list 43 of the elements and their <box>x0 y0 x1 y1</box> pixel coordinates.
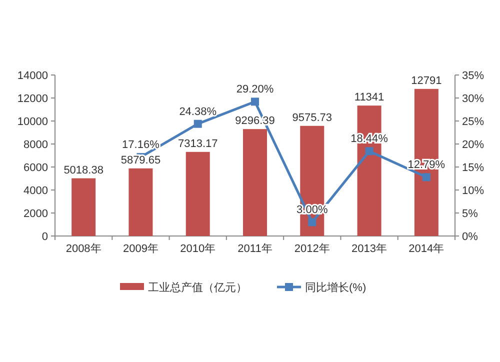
bar <box>243 129 267 236</box>
legend-label: 同比增长(%) <box>305 281 366 294</box>
x-tick-label: 2011年 <box>238 243 272 255</box>
y-tick-label: 14000 <box>17 70 48 82</box>
y2-tick-label: 5% <box>462 208 478 220</box>
data-label: 5879.65 <box>120 154 161 166</box>
y-tick-label: 4000 <box>24 185 48 197</box>
x-tick-label: 2013年 <box>352 243 388 255</box>
x-tick-label: 2008年 <box>66 243 102 255</box>
y2-tick-label: 20% <box>462 139 484 151</box>
x-tick-label: 2012年 <box>294 243 330 255</box>
point <box>251 98 259 106</box>
data-label: 12791 <box>411 74 442 87</box>
data-label: 9575.73 <box>292 112 332 124</box>
data-label: 17.16% <box>122 139 160 152</box>
data-label: 29.20% <box>236 84 274 96</box>
y2-tick-label: 10% <box>462 185 484 197</box>
x-tick-label: 2010年 <box>180 243 216 255</box>
y-tick-label: 8000 <box>24 139 48 151</box>
point <box>365 147 374 156</box>
y-tick-label: 6000 <box>24 162 48 174</box>
y2-tick-label: 0% <box>462 231 478 243</box>
point <box>422 173 430 182</box>
y2-tick-label: 15% <box>462 162 484 174</box>
x-tick-label: 2009年 <box>122 243 158 255</box>
point <box>308 218 316 226</box>
point <box>194 120 202 128</box>
data-label: 7313.17 <box>178 138 218 150</box>
bar <box>72 178 96 236</box>
bar <box>186 152 210 236</box>
y2-tick-label: 25% <box>462 116 484 128</box>
data-label: 11341 <box>354 92 384 104</box>
x-tick-label: 2014年 <box>408 243 444 255</box>
legend-label: 工业总产值（亿元） <box>148 281 247 294</box>
y-tick-label: 2000 <box>24 208 48 220</box>
bar <box>128 168 153 236</box>
y-tick-label: 10000 <box>17 116 48 128</box>
y-tick-label: 12000 <box>17 93 48 105</box>
data-label: 24.38% <box>179 106 217 118</box>
y2-tick-label: 35% <box>462 70 484 82</box>
y2-tick-label: 30% <box>462 93 484 105</box>
data-label: 5018.38 <box>64 164 104 176</box>
y-tick-label: 0 <box>42 231 48 243</box>
